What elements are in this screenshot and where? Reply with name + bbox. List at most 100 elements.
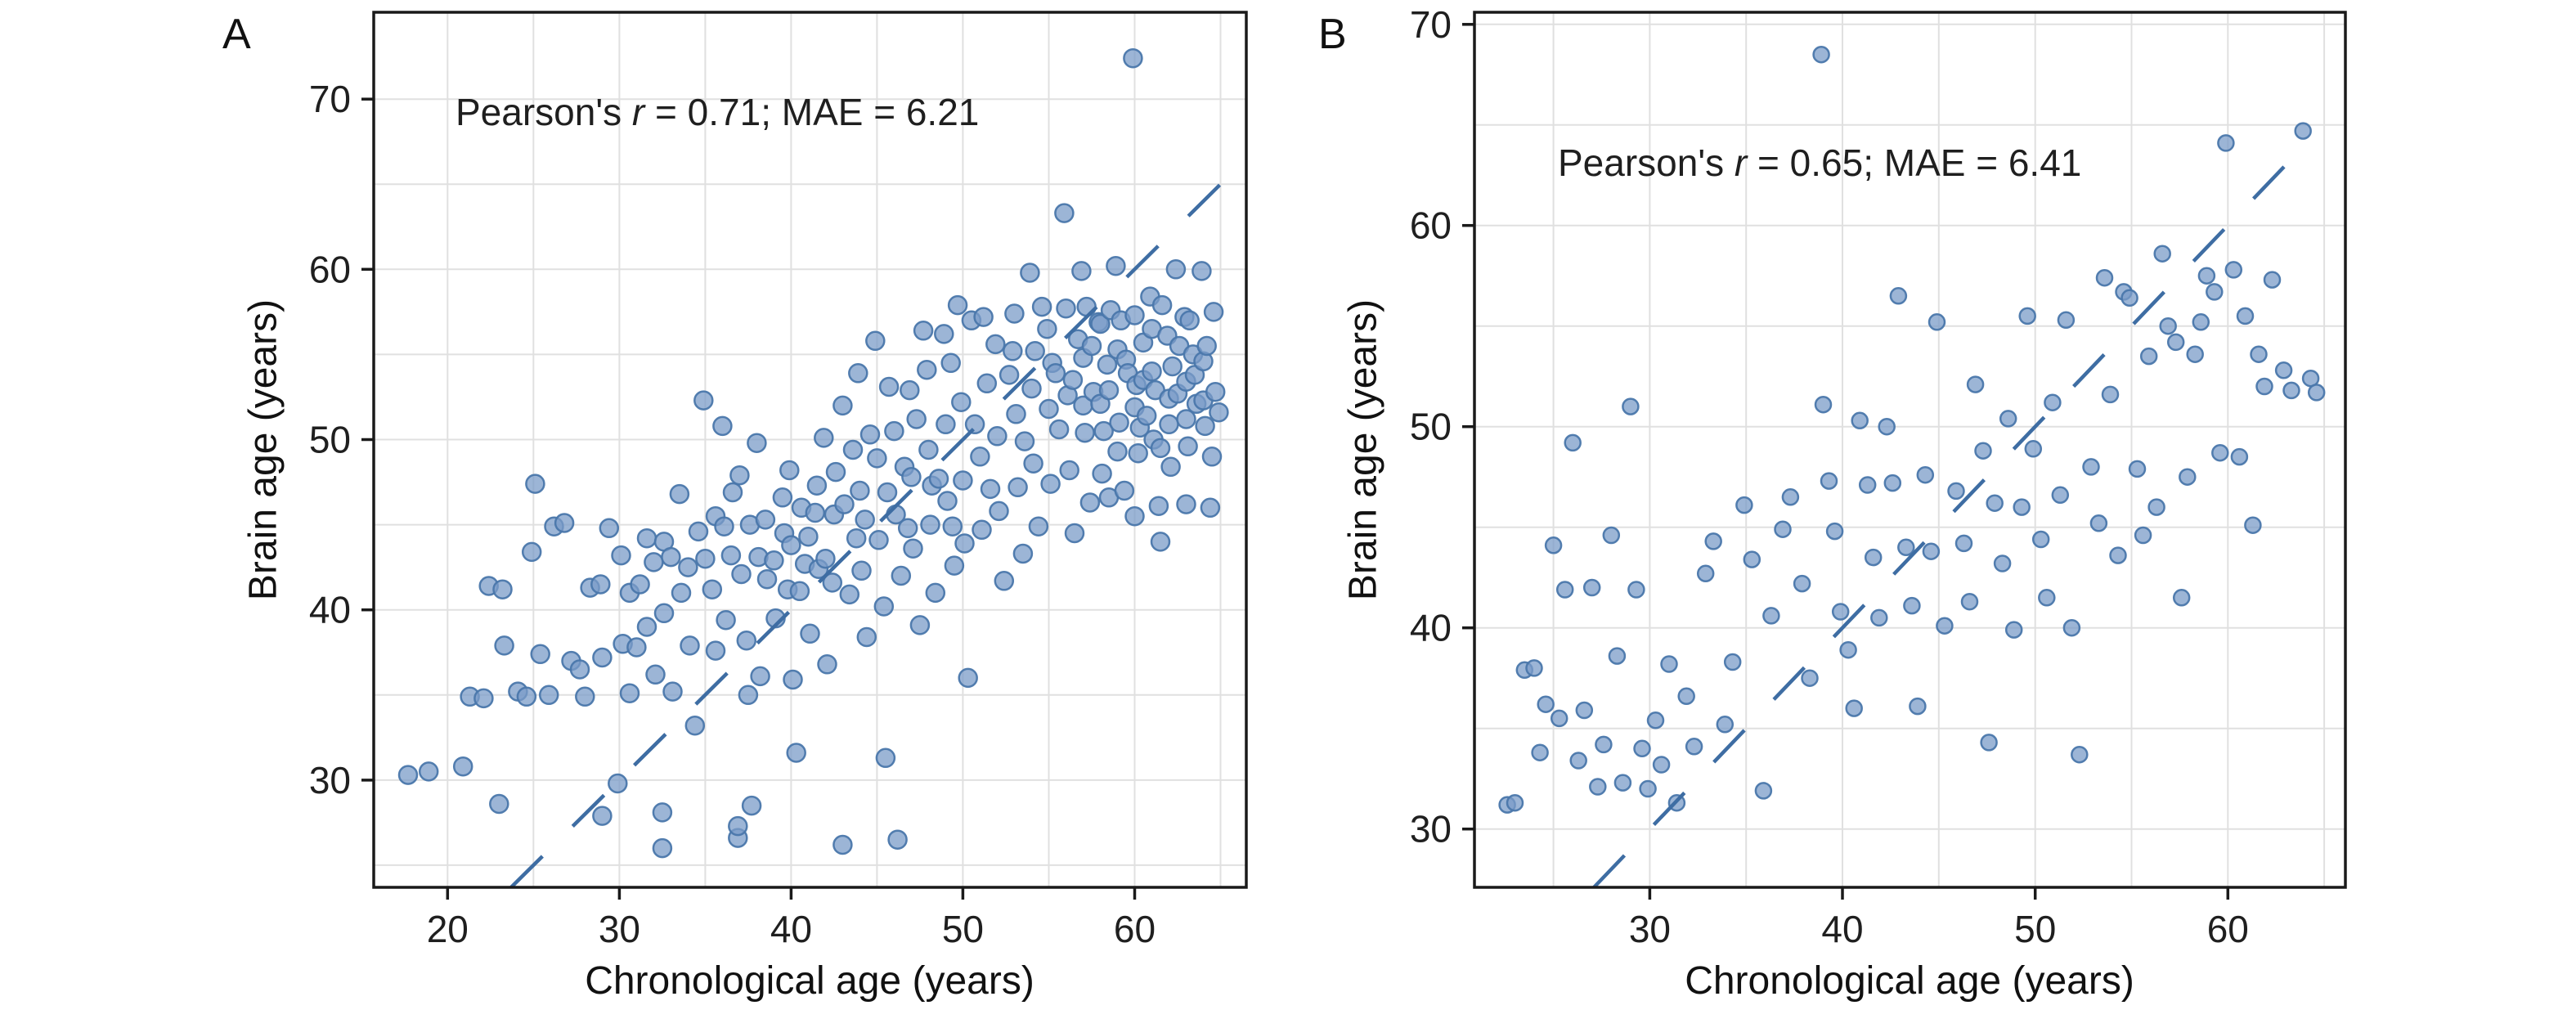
data-point	[973, 307, 994, 327]
data-point	[1716, 716, 1735, 734]
data-point	[1020, 263, 1040, 283]
data-point	[944, 555, 965, 576]
data-point	[712, 415, 733, 437]
data-point	[764, 550, 784, 571]
data-point	[678, 557, 698, 577]
panel-b-label: B	[1318, 11, 1347, 58]
data-point	[947, 294, 968, 316]
x-tick-label: 50	[2014, 908, 2056, 950]
data-point	[1909, 697, 1927, 716]
data-point	[1639, 779, 1657, 798]
data-point	[954, 533, 975, 554]
data-point	[1889, 287, 1908, 305]
data-point	[1150, 532, 1171, 552]
data-point	[1071, 261, 1092, 281]
data-point	[1209, 402, 1229, 423]
data-point	[972, 519, 992, 541]
data-point	[1006, 404, 1026, 424]
data-point	[1176, 409, 1196, 429]
data-point	[856, 626, 877, 648]
data-point	[1781, 488, 1800, 506]
pearson-r-symbol-b: r	[1734, 141, 1748, 184]
data-point	[554, 513, 575, 533]
data-point	[891, 565, 912, 586]
data-point	[2038, 589, 2056, 607]
data-point	[2206, 283, 2224, 301]
data-point	[1812, 45, 1830, 64]
data-point	[1858, 476, 1877, 494]
data-point	[636, 527, 657, 549]
data-point	[1176, 494, 1196, 514]
data-point	[934, 324, 954, 344]
data-point	[1980, 734, 1998, 752]
x-tick-label: 20	[427, 908, 469, 950]
data-point	[825, 461, 846, 483]
data-point	[619, 683, 640, 703]
data-point	[626, 637, 647, 658]
panel-a-annotation: Pearson's r = 0.71; MAE = 6.21	[456, 90, 979, 134]
data-point	[662, 681, 683, 702]
data-point	[781, 535, 801, 555]
data-point	[575, 686, 595, 707]
data-point	[2186, 345, 2204, 363]
data-point	[937, 491, 958, 511]
plot-box	[1473, 11, 2347, 889]
data-point	[521, 541, 542, 563]
data-point	[1093, 420, 1114, 442]
data-point	[1627, 581, 1645, 599]
data-point	[989, 501, 1009, 522]
panel-b-annotation: Pearson's r = 0.65; MAE = 6.41	[1558, 141, 2081, 185]
pearson-prefix-a: Pearson's	[456, 91, 632, 133]
data-point	[1092, 463, 1112, 484]
data-point	[1966, 375, 1985, 393]
panel-b-yaxis-label: Brain age (years)	[1341, 299, 1385, 601]
data-point	[901, 467, 922, 487]
data-point	[1097, 354, 1118, 375]
data-point	[1124, 505, 1145, 527]
scatter-points	[397, 47, 1229, 859]
data-point	[805, 502, 826, 523]
data-point	[1056, 298, 1076, 319]
data-point	[1136, 406, 1157, 426]
scatter-panel-a: 20 30 40 50 60 30 40 50 60 70	[309, 11, 1248, 950]
data-point	[2230, 447, 2249, 466]
data-point	[848, 363, 868, 384]
data-point	[2307, 384, 2326, 402]
data-point	[2109, 546, 2127, 564]
data-point	[1660, 655, 1678, 673]
data-point	[1595, 735, 1613, 754]
data-point	[806, 475, 828, 496]
data-point	[900, 379, 920, 401]
data-point	[729, 465, 750, 486]
data-point	[1059, 460, 1079, 481]
data-point	[897, 518, 918, 539]
data-point	[1107, 441, 1128, 462]
data-point	[1537, 695, 1555, 713]
data-point	[1814, 395, 1833, 414]
data-point	[1993, 554, 2012, 572]
data-point	[728, 815, 748, 837]
data-point	[1195, 415, 1215, 437]
data-point	[800, 623, 820, 644]
data-point	[1025, 341, 1045, 361]
data-point	[1793, 574, 1811, 593]
data-point	[1203, 302, 1224, 322]
data-point	[1159, 414, 1179, 435]
pearson-r-symbol-a: r	[631, 91, 645, 133]
data-point	[1864, 548, 1883, 567]
data-point	[1023, 453, 1043, 474]
data-point	[592, 647, 613, 668]
data-point	[1608, 647, 1627, 665]
data-point	[2172, 589, 2191, 607]
data-point	[530, 644, 550, 665]
y-tick-label: 50	[309, 419, 351, 461]
data-point	[2179, 468, 2197, 486]
data-point	[942, 516, 963, 536]
data-point	[695, 548, 716, 569]
data-point	[2120, 289, 2138, 307]
data-point	[590, 574, 611, 595]
y-tick-label: 70	[309, 78, 351, 120]
data-point	[1109, 412, 1129, 433]
